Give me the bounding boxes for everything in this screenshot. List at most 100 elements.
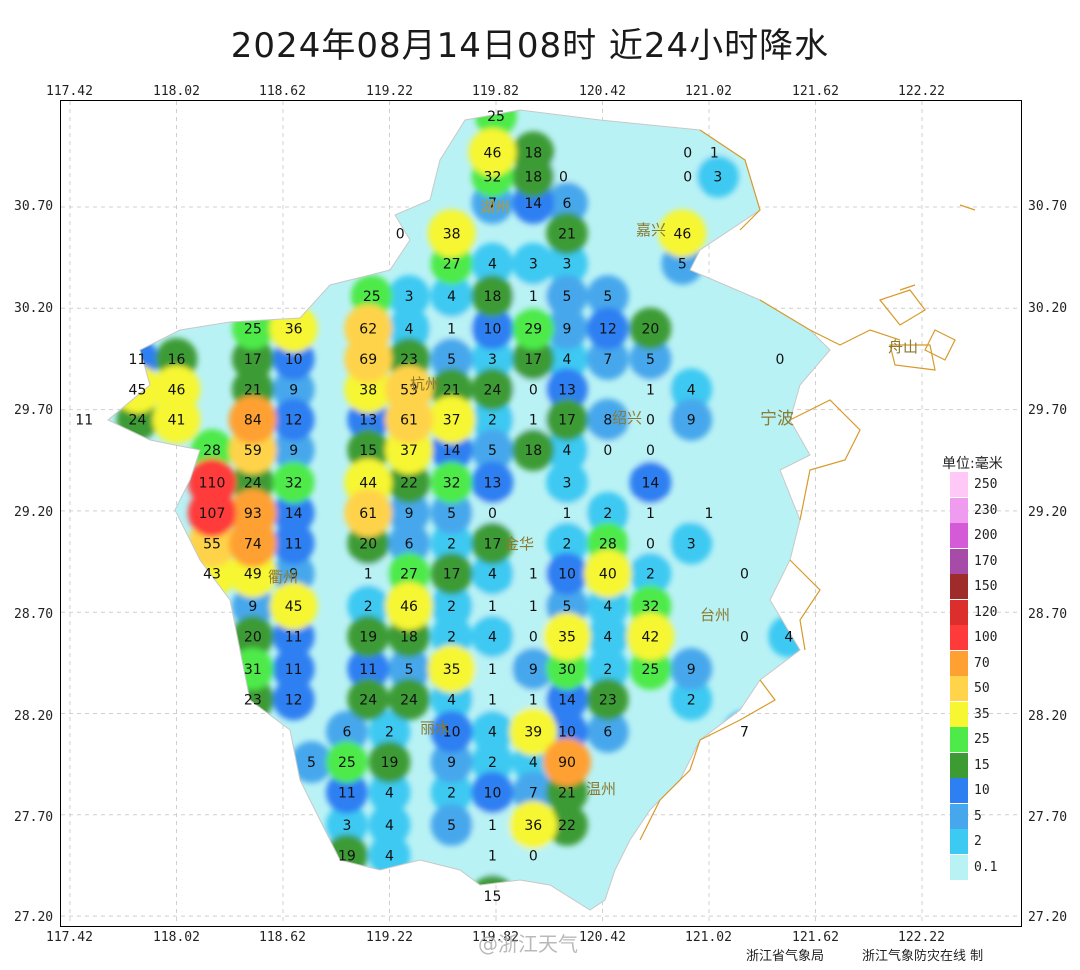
- x-tick-top-6: 121.02: [685, 84, 732, 99]
- station-value: 90: [558, 755, 576, 771]
- rain-cell: [471, 429, 514, 472]
- station-value: 3: [488, 352, 497, 368]
- station-value: 10: [285, 352, 303, 368]
- station-value: 6: [342, 725, 351, 741]
- legend-swatch: [950, 574, 968, 599]
- station-value: 1: [488, 662, 497, 678]
- station-value: 10: [484, 322, 502, 338]
- rain-cell: [546, 491, 588, 534]
- station-value: 36: [285, 322, 303, 338]
- rain-cell: [430, 522, 473, 565]
- station-value: 40: [599, 567, 617, 583]
- x-tick-bottom-6: 121.02: [685, 930, 732, 945]
- station-value: 110: [199, 476, 226, 492]
- station-value: 24: [129, 413, 147, 429]
- city-label-huzhou: 湖州: [480, 198, 511, 216]
- rain-cell: [629, 398, 672, 441]
- station-value: 27: [443, 257, 461, 273]
- station-value: 107: [199, 506, 226, 522]
- station-value: 5: [563, 599, 572, 615]
- legend-item: 150: [950, 574, 1020, 599]
- station-value: 5: [603, 289, 612, 305]
- rain-cell: [629, 491, 672, 534]
- rain-cell: [759, 337, 801, 380]
- station-value: 42: [642, 630, 660, 646]
- rain-cell: [347, 585, 390, 628]
- station-value: 3: [405, 289, 414, 305]
- station-value: 21: [558, 786, 576, 802]
- station-value: 21: [443, 382, 461, 398]
- rain-cell: [427, 395, 476, 444]
- legend-item: 25: [950, 727, 1020, 752]
- station-value: 4: [784, 630, 793, 646]
- rain-cell: [475, 110, 517, 137]
- station-value: 15: [484, 889, 502, 905]
- station-value: 46: [168, 382, 186, 398]
- x-tick-top-8: 122.22: [898, 84, 945, 99]
- x-tick-bottom-0: 117.42: [46, 930, 93, 945]
- rain-cell: [546, 212, 588, 255]
- station-value: 25: [363, 289, 381, 305]
- station-value: 6: [563, 196, 572, 212]
- station-value: 2: [364, 599, 373, 615]
- station-value: 7: [488, 196, 497, 212]
- rain-cell: [546, 337, 588, 380]
- rain-cell: [471, 275, 514, 318]
- station-value: 1: [447, 322, 456, 338]
- station-value: 20: [244, 630, 262, 646]
- rain-cell: [471, 741, 514, 784]
- station-value: 0: [740, 567, 749, 583]
- x-tick-bottom-8: 122.22: [898, 930, 945, 945]
- station-value: 9: [289, 443, 298, 459]
- rain-cell: [586, 491, 629, 534]
- station-value: 7: [740, 725, 749, 741]
- station-value: 18: [524, 145, 542, 161]
- station-value: 0: [776, 352, 785, 368]
- legend-label: 150: [974, 579, 998, 594]
- station-value: 14: [285, 506, 303, 522]
- rain-cell: [347, 615, 390, 658]
- station-value: 2: [447, 536, 456, 552]
- y-tick-right-5: 28.20: [1028, 709, 1068, 724]
- station-value: 25: [487, 109, 505, 125]
- station-value: 45: [285, 599, 303, 615]
- legend-label: 35: [974, 706, 990, 722]
- city-label-shaoxing: 绍兴: [612, 409, 643, 427]
- station-value: 5: [307, 755, 316, 771]
- legend-swatch: [950, 472, 968, 497]
- city-label-lishui: 丽水: [420, 719, 451, 737]
- rain-cell: [512, 615, 555, 658]
- station-value: 46: [673, 226, 691, 242]
- station-value: 13: [359, 413, 377, 429]
- rain-cell: [509, 800, 558, 849]
- station-value: 32: [642, 599, 660, 615]
- station-value: 2: [687, 692, 696, 708]
- station-value: 2: [603, 662, 612, 678]
- station-value: 11: [285, 630, 303, 646]
- station-value: 24: [400, 692, 418, 708]
- station-value: 9: [687, 413, 696, 429]
- station-value: 74: [244, 536, 262, 552]
- station-value: 9: [405, 506, 414, 522]
- station-value: 18: [484, 289, 502, 305]
- rain-cell: [658, 209, 707, 258]
- city-label-jiaxing: 嘉兴: [636, 221, 667, 239]
- station-value: 9: [447, 755, 456, 771]
- rain-cell: [430, 491, 473, 534]
- legend-label: 70: [974, 655, 990, 671]
- station-value: 0: [683, 170, 692, 186]
- station-value: 7: [529, 786, 538, 802]
- y-tick-left-7: 27.20: [14, 910, 54, 925]
- station-value: 12: [599, 322, 617, 338]
- rain-cell: [512, 552, 555, 595]
- coastline: [639, 129, 976, 841]
- rain-cell: [272, 491, 315, 534]
- station-value: 1: [364, 567, 373, 583]
- rain-cell: [471, 834, 514, 877]
- station-value: 29: [524, 322, 542, 338]
- rain-cell: [388, 647, 431, 690]
- station-value: 20: [642, 322, 660, 338]
- rain-cell: [344, 488, 393, 537]
- station-value: 18: [524, 170, 542, 186]
- y-tick-left-4: 28.70: [14, 607, 54, 622]
